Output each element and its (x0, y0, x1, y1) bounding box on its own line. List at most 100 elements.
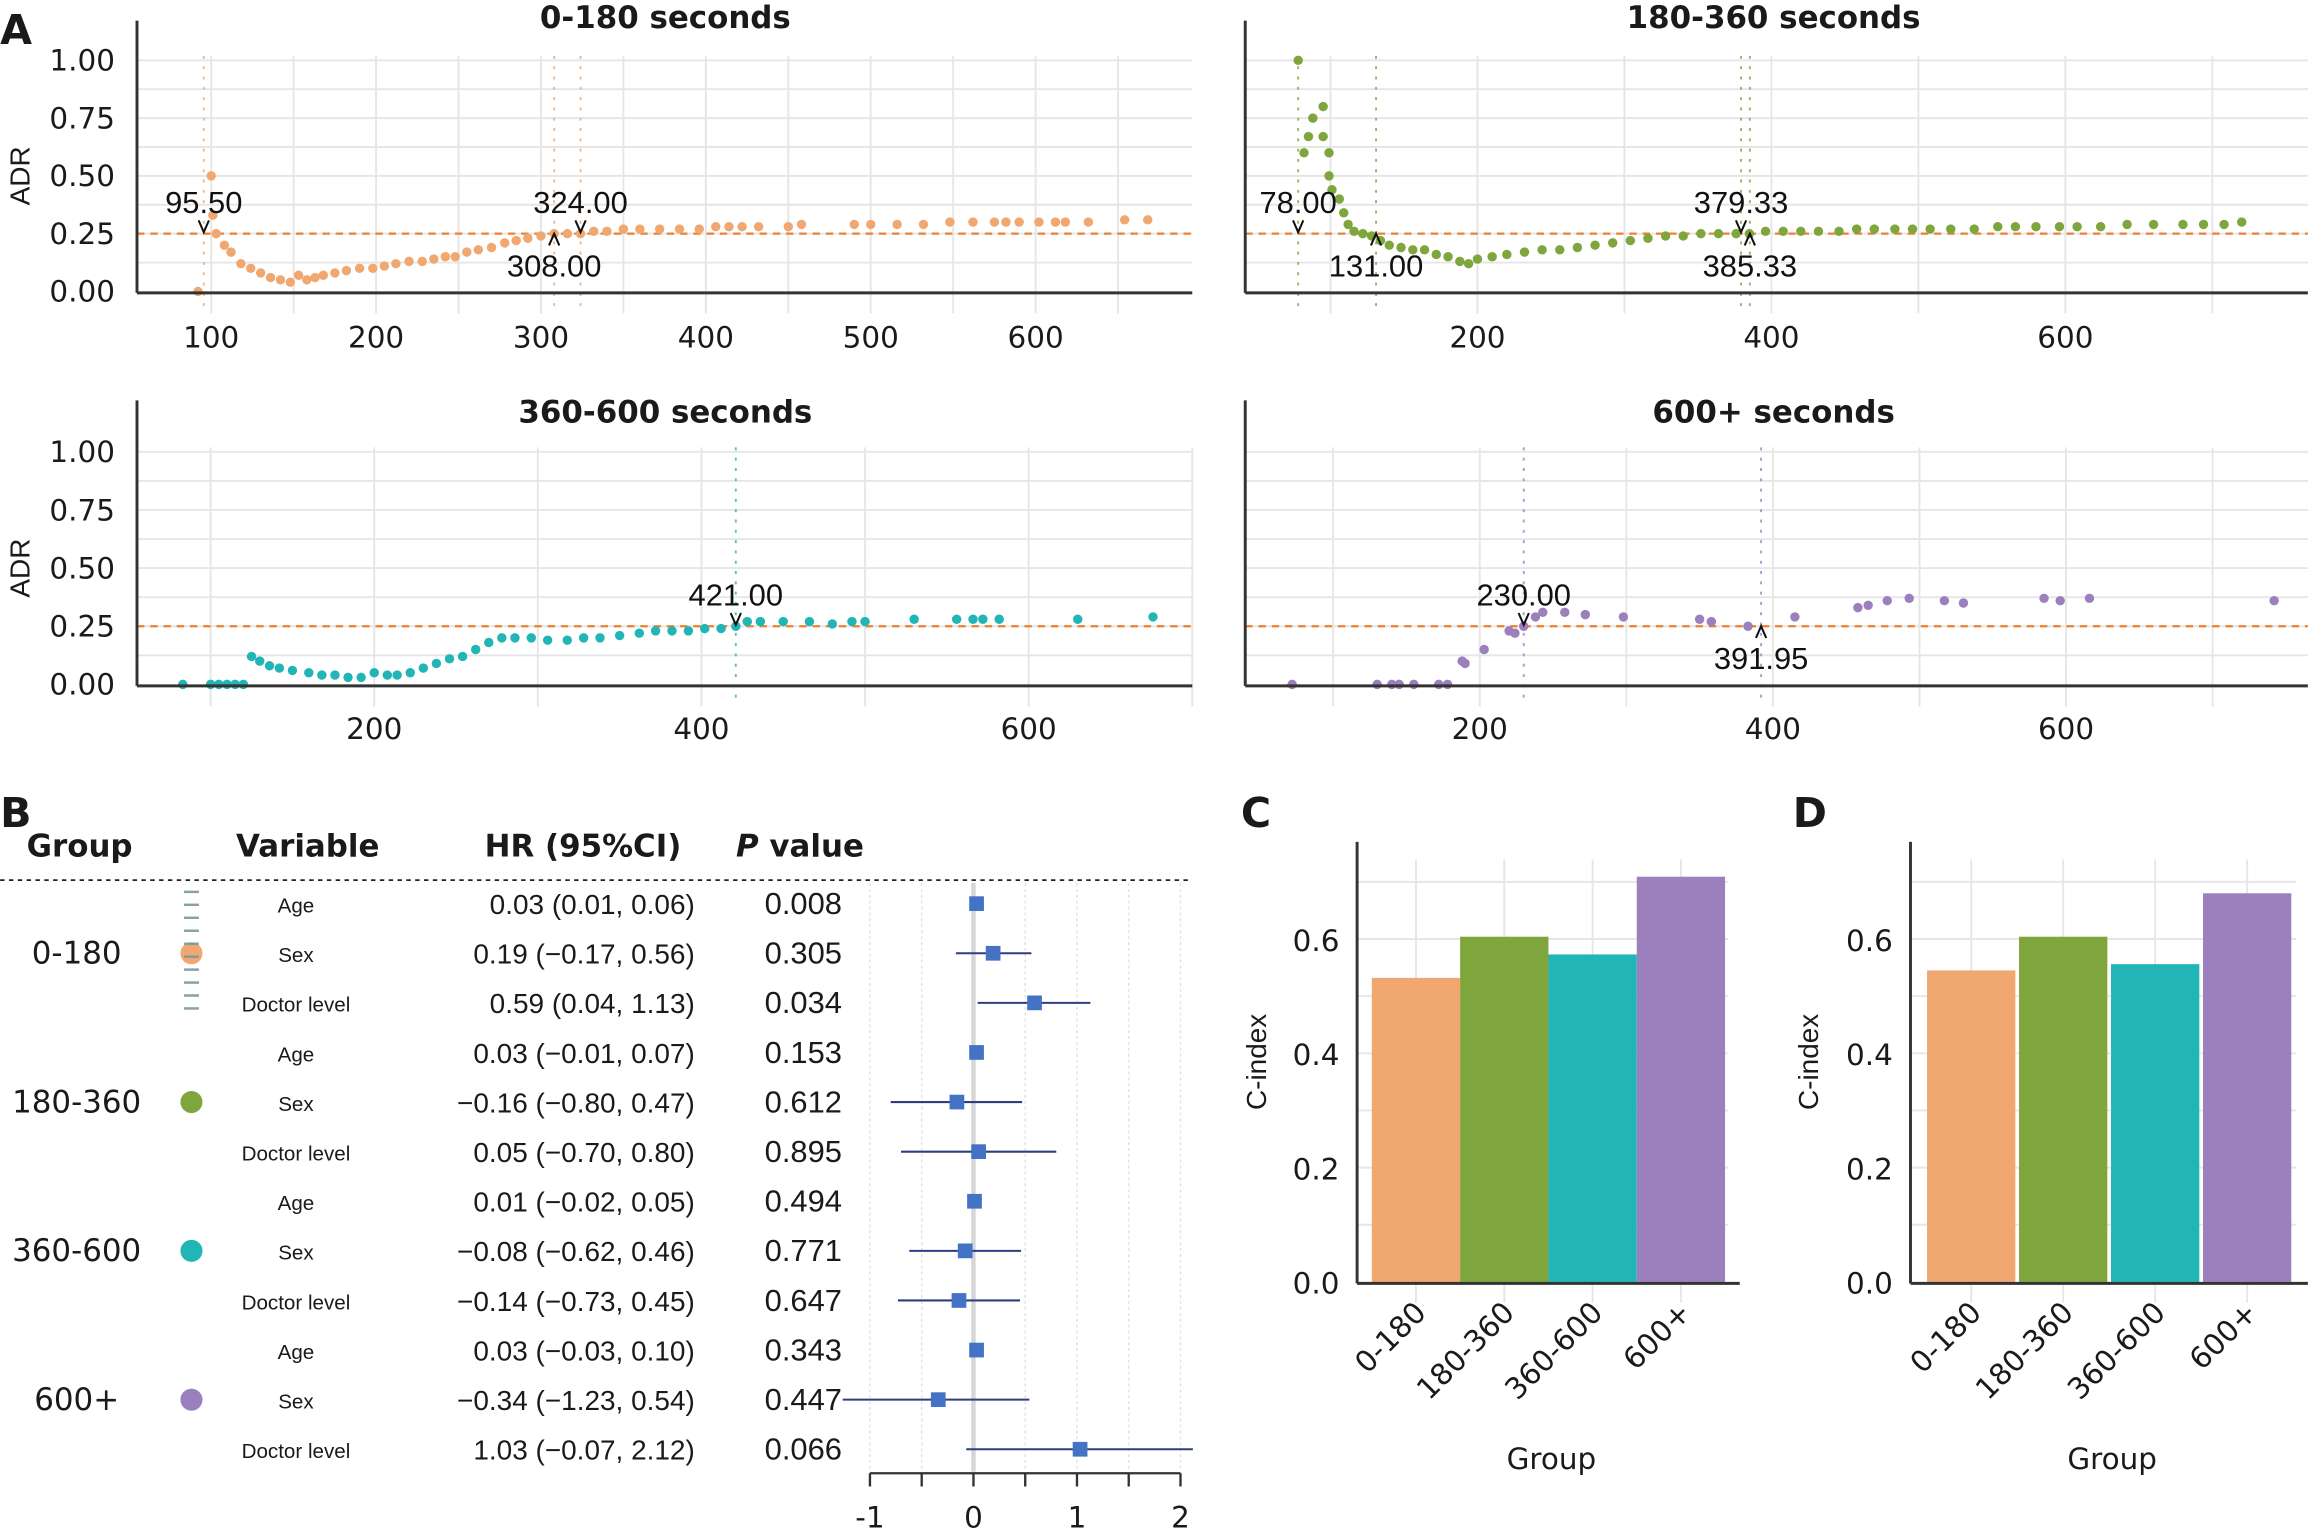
data-point (1796, 226, 1806, 237)
cutoff-label: 95.50 (165, 185, 242, 220)
data-point (1834, 226, 1844, 237)
variable-label: Age (278, 1341, 315, 1364)
data-point (683, 626, 694, 636)
x-tick-label: 500 (843, 320, 899, 354)
x-tick-label: 400 (678, 320, 734, 354)
data-point (1958, 598, 1969, 608)
data-point (265, 272, 276, 283)
y-tick-label: 1.00 (49, 44, 115, 78)
data-point (968, 217, 978, 227)
p-italic: P (736, 829, 759, 865)
bar (1371, 977, 1461, 1282)
y-tick-label: 0.00 (49, 668, 115, 702)
panel-title: 600+ seconds (1652, 394, 1894, 430)
data-point (418, 663, 429, 673)
data-point (1851, 224, 1862, 234)
x-tick-label: 600 (2037, 320, 2093, 354)
data-point (1318, 101, 1328, 112)
data-point (343, 672, 353, 683)
data-point (219, 240, 230, 250)
data-point (892, 219, 902, 230)
data-point (1537, 245, 1547, 255)
column-header-group: Group (27, 829, 133, 865)
y-tick-label: 0.2 (1846, 1152, 1893, 1186)
data-point (462, 247, 472, 257)
x-tick-label: 0-180 (1348, 1295, 1432, 1379)
hr-marker (1027, 995, 1042, 1011)
data-point (667, 626, 677, 636)
data-point (1790, 612, 1800, 622)
hr-value: 0.01 (−0.02, 0.05) (473, 1187, 694, 1218)
data-point (205, 679, 216, 690)
data-point (2148, 219, 2159, 230)
data-point (1083, 217, 1094, 227)
group-label: 360-600 (12, 1233, 141, 1269)
y-tick-label: 0.25 (49, 610, 115, 644)
data-point (1607, 238, 1618, 248)
cutoff-label: 230.00 (1476, 578, 1570, 613)
p-value: 0.034 (765, 985, 842, 1020)
data-point (578, 633, 589, 643)
data-point (1299, 148, 1309, 158)
y-tick-label: 0.0 (1846, 1267, 1893, 1301)
x-tick-label: 400 (673, 712, 729, 746)
data-point (1555, 245, 1565, 255)
p-value: 0.305 (765, 936, 842, 971)
data-point (716, 623, 726, 634)
data-point (2198, 219, 2209, 230)
scatter-panel-0-180: 0-180 seconds ADR 0.00 0.25 0.50 0.75 1.00 100 2… (5, 0, 1193, 354)
y-tick-label: 0.25 (49, 217, 115, 251)
data-point (382, 670, 393, 680)
data-point (1434, 679, 1444, 690)
data-point (1778, 226, 1788, 237)
x-tick-label: 600 (1008, 320, 1064, 354)
hr-value: −0.34 (−1.23, 0.54) (457, 1385, 695, 1416)
y-tick-label: 1.00 (49, 435, 115, 469)
variable-label: Age (278, 1192, 315, 1215)
data-point (391, 258, 401, 269)
y-axis-label: C-index (1793, 1014, 1824, 1110)
y-axis-label: C-index (1241, 1014, 1272, 1110)
data-point (404, 256, 414, 267)
hr-marker (930, 1392, 946, 1408)
data-point (2010, 222, 2021, 232)
x-tick-label: 300 (513, 320, 569, 354)
hr-value: 1.03 (−0.07, 2.12) (473, 1435, 694, 1466)
data-point (536, 231, 546, 241)
hr-marker (949, 1094, 965, 1110)
variable-label: Sex (278, 1093, 314, 1116)
forest-tick-label: 0 (964, 1501, 983, 1535)
data-point (1969, 224, 1979, 234)
data-point (369, 668, 379, 678)
p-value: 0.647 (765, 1283, 842, 1318)
x-tick-label: 360-600 (2061, 1295, 2172, 1406)
data-point (694, 224, 704, 234)
data-point (2122, 219, 2132, 230)
data-point (650, 626, 661, 636)
data-point (635, 224, 645, 234)
arrow-down-icon (574, 219, 587, 235)
y-axis-label: ADR (5, 539, 36, 598)
variable-label: Doctor level (242, 994, 351, 1017)
data-point (450, 252, 460, 262)
group-label: 600+ (34, 1382, 119, 1418)
data-point (1519, 247, 1530, 257)
data-point (2219, 219, 2229, 230)
panel-label-c: C (1241, 789, 1271, 837)
data-point (1034, 217, 1044, 227)
cutoff-label: 131.00 (1329, 248, 1423, 283)
data-point (674, 224, 685, 234)
data-point (860, 616, 870, 627)
data-point (285, 277, 296, 287)
arrow-down-icon (197, 219, 210, 235)
x-tick-label: 100 (183, 320, 239, 354)
variable-label: Doctor level (242, 1291, 351, 1314)
hr-value: −0.14 (−0.73, 0.45) (457, 1286, 695, 1317)
p-value: 0.895 (765, 1134, 842, 1169)
y-tick-label: 0.4 (1846, 1038, 1893, 1072)
panel-title: 360-600 seconds (518, 394, 812, 430)
p-value: 0.343 (765, 1332, 842, 1367)
x-axis-label: Group (2067, 1442, 2157, 1476)
data-point (1293, 55, 1303, 66)
hr-marker (969, 896, 984, 912)
